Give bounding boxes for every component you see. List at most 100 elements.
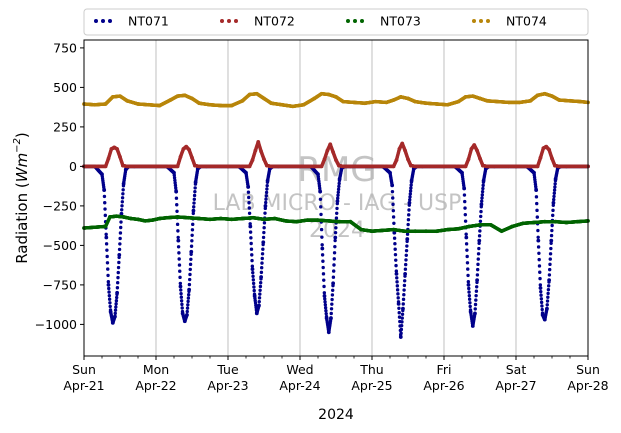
series-dot <box>175 209 179 213</box>
series-dot <box>405 232 410 236</box>
series-dot <box>393 242 397 246</box>
series-dot <box>251 278 256 282</box>
series-dot <box>462 193 467 197</box>
series-dot <box>397 315 402 319</box>
series-dot <box>257 296 262 300</box>
series-dot <box>465 261 470 265</box>
series-dot <box>335 211 339 215</box>
series-dot <box>106 267 110 271</box>
series-dot <box>466 280 471 284</box>
series-dot <box>333 230 338 235</box>
data-point <box>547 278 552 283</box>
series-dot <box>399 331 403 335</box>
series-dot <box>187 277 192 282</box>
series-dot <box>249 241 253 246</box>
series-dot <box>552 188 557 192</box>
series-NT072 <box>82 140 590 169</box>
series-dot <box>264 200 268 205</box>
series-dot <box>463 199 467 204</box>
series-dot <box>187 282 192 287</box>
series-dot <box>477 234 482 238</box>
series-dot <box>534 195 539 199</box>
series-dot <box>118 242 122 246</box>
series-dot <box>186 296 191 300</box>
series-dot <box>409 183 413 187</box>
series-dot <box>401 297 406 302</box>
series-dot <box>537 251 541 255</box>
series-dot <box>117 247 122 252</box>
series-dot <box>114 299 119 303</box>
series-dot <box>553 185 557 189</box>
series-dot <box>549 233 554 238</box>
series-dot <box>107 293 112 298</box>
series-dot <box>250 264 255 268</box>
series-dot <box>391 196 395 200</box>
series-dot <box>476 252 481 256</box>
data-point <box>115 290 120 295</box>
series-dot <box>536 228 540 233</box>
series-dot <box>246 190 251 194</box>
data-point <box>318 189 323 194</box>
series-dot <box>474 289 479 293</box>
series-dot <box>333 238 337 243</box>
data-point <box>398 335 403 339</box>
data-point <box>538 286 543 290</box>
series-dot <box>116 270 120 275</box>
series-dot <box>409 186 413 190</box>
series-dot <box>546 295 550 299</box>
series-dot <box>177 257 181 261</box>
series-dot <box>179 295 184 299</box>
series-dot <box>403 262 408 267</box>
series-dot <box>105 254 109 259</box>
series-dot <box>548 262 552 267</box>
data-point <box>401 306 405 311</box>
series-dot <box>481 183 485 188</box>
series-dot <box>116 265 121 270</box>
series-dot <box>336 196 340 200</box>
series-dot <box>174 186 178 190</box>
series-dot <box>173 183 178 188</box>
series-dot <box>480 196 484 200</box>
series-dot <box>173 178 177 183</box>
series-dot <box>391 215 396 219</box>
series-dot <box>468 301 472 305</box>
series-dot <box>105 261 110 265</box>
series-dot <box>260 256 264 261</box>
series-dot <box>535 208 539 213</box>
data-point <box>462 186 467 191</box>
series-dot <box>265 187 269 191</box>
series-dot <box>546 284 551 288</box>
series-dot <box>102 194 107 199</box>
series-dot <box>192 193 197 198</box>
series-dot <box>538 270 542 274</box>
series-dot <box>251 270 255 275</box>
data-point <box>329 316 333 320</box>
data-point <box>466 283 471 287</box>
series-dot <box>391 202 395 207</box>
series-dot <box>175 203 179 207</box>
series-dot <box>464 242 469 246</box>
data-point <box>172 170 176 175</box>
series-dot <box>334 216 339 220</box>
series-dot <box>120 208 124 212</box>
series-dot <box>549 241 553 245</box>
data-point <box>119 211 124 216</box>
series-dot <box>186 292 191 297</box>
series-dot <box>408 195 412 199</box>
series-dot <box>321 265 325 270</box>
series-dot <box>402 288 406 292</box>
series-dot <box>478 229 482 233</box>
data-point <box>464 235 469 240</box>
series-dot <box>337 184 341 189</box>
series-dot <box>402 283 407 288</box>
data-point <box>390 183 395 188</box>
series-dot <box>119 225 123 230</box>
data-point <box>191 208 196 213</box>
series-dot <box>408 198 412 202</box>
series-dot <box>190 228 195 232</box>
series-dot <box>474 293 478 298</box>
series-dot <box>192 197 197 201</box>
series-dot <box>536 235 540 239</box>
series-dot <box>107 286 111 291</box>
series-dot <box>547 267 552 272</box>
